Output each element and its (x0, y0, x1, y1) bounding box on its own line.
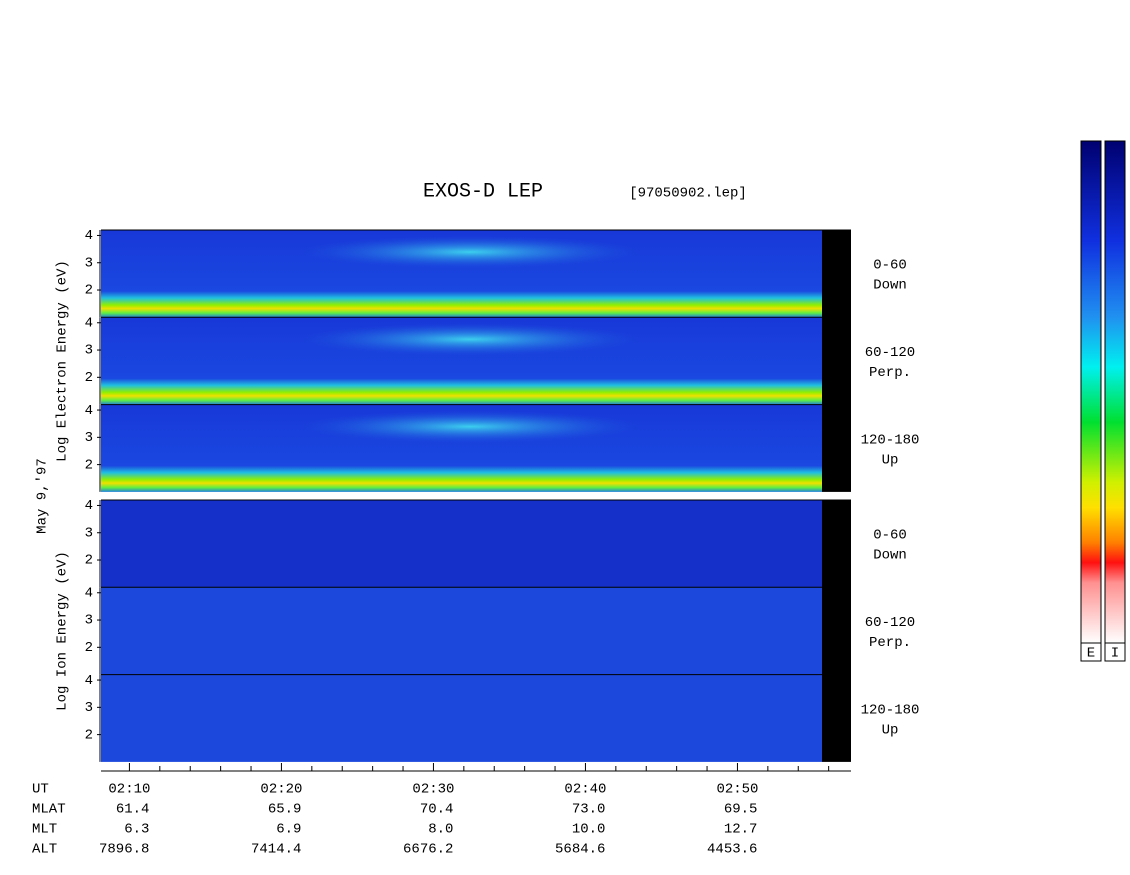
panel-label: Up (882, 722, 899, 738)
y-tick-label: 2 (85, 727, 93, 743)
panel-label: 0-60 (873, 528, 907, 544)
no-data (822, 587, 851, 675)
row-value: 10.0 (572, 822, 606, 838)
row-value: 5684.6 (555, 842, 605, 858)
y-tick-label: 3 (85, 343, 93, 359)
row-value: 6.9 (276, 822, 301, 838)
spectrogram (101, 500, 822, 588)
date-label: May 9,'97 (35, 458, 51, 534)
no-data (822, 317, 851, 405)
y-tick-label: 3 (85, 613, 93, 629)
row-value: 7414.4 (251, 842, 301, 858)
panel-label: 120-180 (861, 702, 920, 718)
row-value: 61.4 (116, 802, 150, 818)
panel-label: Perp. (869, 365, 911, 381)
row-value: 69.5 (724, 802, 758, 818)
row-value: 70.4 (420, 802, 454, 818)
y-tick-label: 4 (85, 498, 93, 514)
x-tick-label: 02:40 (564, 782, 606, 798)
x-tick-label: 02:50 (716, 782, 758, 798)
x-tick-label: 02:10 (108, 782, 150, 798)
spectrogram (101, 587, 822, 675)
y-tick-label: 2 (85, 553, 93, 569)
row-value: 65.9 (268, 802, 302, 818)
y-tick-label: 2 (85, 457, 93, 473)
colorbar-label: I (1111, 646, 1119, 662)
y-tick-label: 4 (85, 585, 93, 601)
colorbar (1080, 140, 1102, 644)
row-value: 8.0 (428, 822, 453, 838)
row-value: 12.7 (724, 822, 758, 838)
y-tick-label: 4 (85, 673, 93, 689)
y-tick-label: 4 (85, 403, 93, 419)
panel-label: Down (873, 278, 907, 294)
spectrogram-blob (300, 236, 640, 268)
chart-title: EXOS-D LEP (423, 180, 543, 203)
no-data (822, 404, 851, 492)
colorbar-box (1080, 642, 1102, 662)
no-data (822, 674, 851, 762)
panel-label: 0-60 (873, 258, 907, 274)
panel-label: Perp. (869, 635, 911, 651)
row-value: 6.3 (124, 822, 149, 838)
no-data (822, 230, 851, 318)
panel-label: 60-120 (865, 345, 915, 361)
y-tick-label: 3 (85, 700, 93, 716)
panel-label: Down (873, 548, 907, 564)
group-label: Log Electron Energy (eV) (55, 260, 71, 462)
y-tick-label: 3 (85, 255, 93, 271)
y-tick-label: 3 (85, 525, 93, 541)
row-label: UT (32, 782, 49, 798)
y-tick-label: 2 (85, 283, 93, 299)
y-tick-label: 2 (85, 640, 93, 656)
colorbar-box (1104, 642, 1126, 662)
spectrogram-blob (300, 410, 640, 443)
row-label: MLT (32, 822, 57, 838)
x-tick-label: 02:30 (412, 782, 454, 798)
spectrogram (101, 674, 822, 762)
group-label: Log Ion Energy (eV) (55, 551, 71, 711)
panel-label: 60-120 (865, 615, 915, 631)
row-value: 7896.8 (99, 842, 149, 858)
row-value: 4453.6 (707, 842, 757, 858)
x-tick-label: 02:20 (260, 782, 302, 798)
row-label: ALT (32, 842, 57, 858)
y-tick-label: 3 (85, 430, 93, 446)
colorbar-label: E (1087, 646, 1095, 662)
colorbar (1104, 140, 1126, 644)
panel-label: 120-180 (861, 432, 920, 448)
y-tick-label: 4 (85, 315, 93, 331)
spectrogram-blob (300, 323, 640, 356)
y-tick-label: 2 (85, 370, 93, 386)
y-tick-label: 4 (85, 228, 93, 244)
row-value: 73.0 (572, 802, 606, 818)
no-data (822, 500, 851, 588)
panel-label: Up (882, 452, 899, 468)
row-label: MLAT (32, 802, 66, 818)
file-label: [97050902.lep] (629, 186, 747, 202)
row-value: 6676.2 (403, 842, 453, 858)
